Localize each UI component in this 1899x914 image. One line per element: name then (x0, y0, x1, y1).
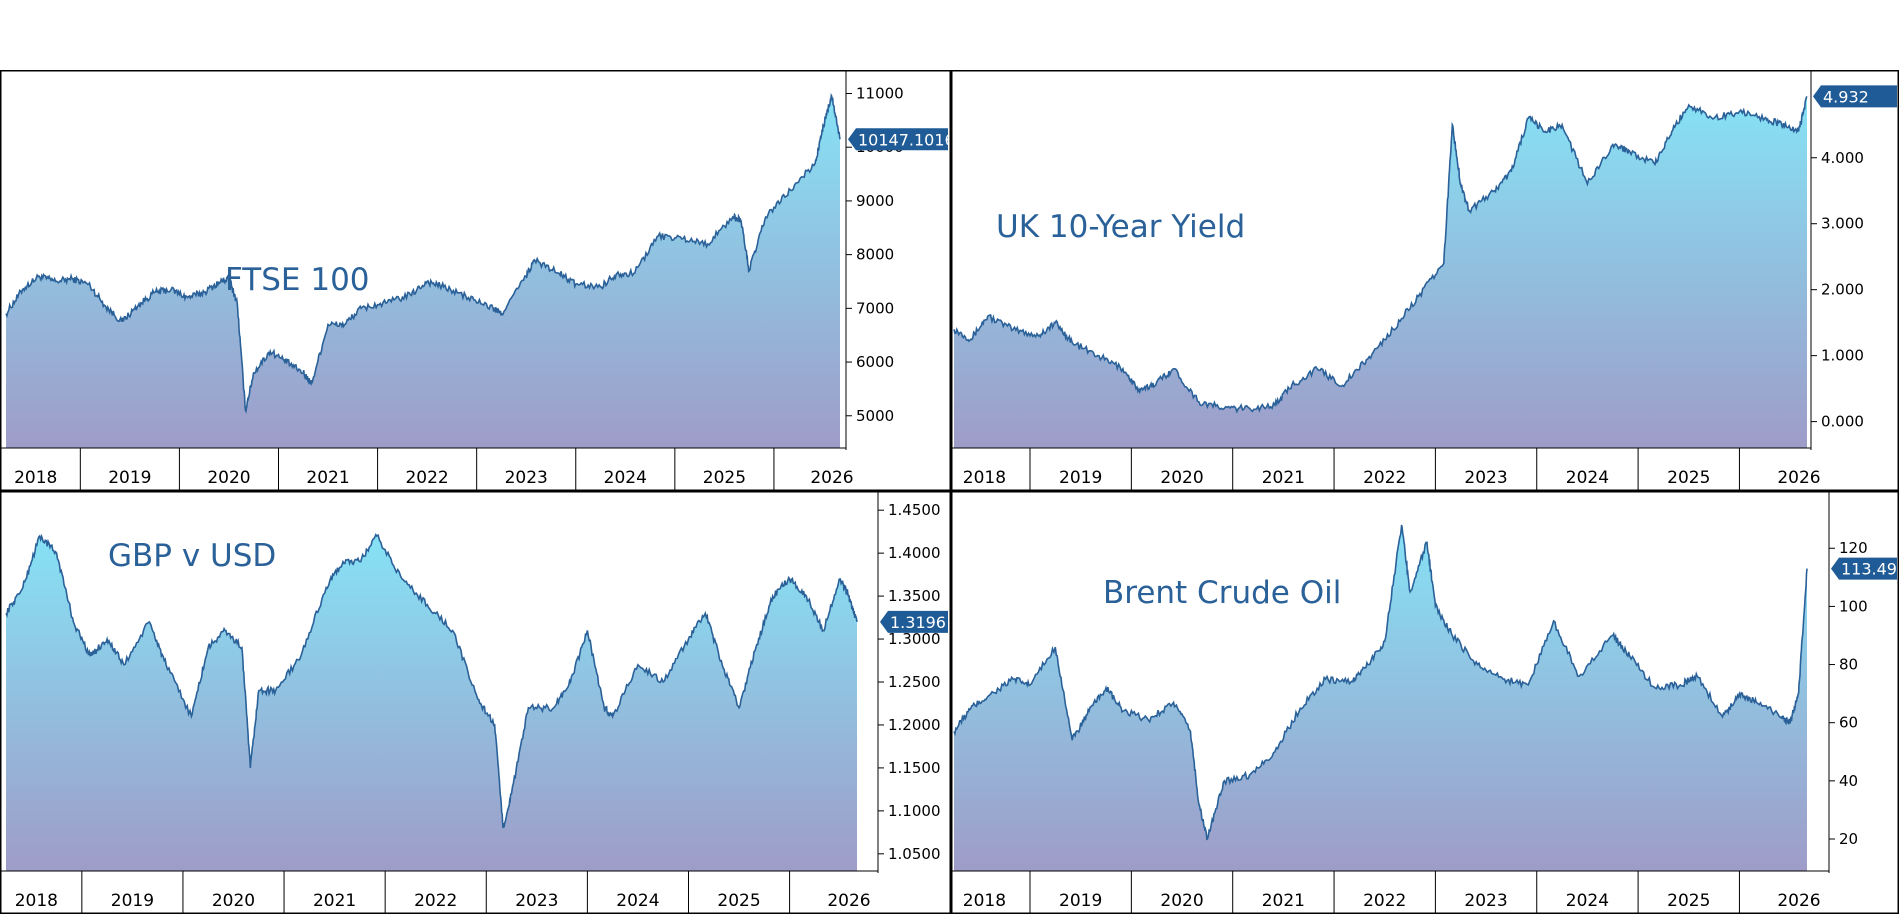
last-value-label: 113.49 (1841, 560, 1897, 579)
y-tick-label: 1.2500 (888, 673, 941, 691)
y-tick-label: 9000 (856, 192, 894, 210)
x-tick-label: 2023 (1464, 891, 1507, 911)
series-area (954, 96, 1807, 449)
y-tick-label: 1.4500 (888, 501, 941, 519)
x-tick-label: 2025 (1667, 891, 1710, 911)
y-tick-label: 1.1000 (888, 802, 941, 820)
y-tick-label: 120 (1839, 539, 1868, 557)
y-tick-label: 1.0500 (888, 845, 941, 863)
y-tick-label: 20 (1839, 830, 1858, 848)
y-tick-label: 8000 (856, 246, 894, 264)
x-tick-label: 2024 (604, 468, 647, 488)
chart-title: Brent Crude Oil (1103, 575, 1341, 611)
x-tick-label: 2021 (1262, 468, 1305, 488)
x-tick-label: 2020 (1160, 468, 1203, 488)
x-tick-label: 2021 (1262, 891, 1305, 911)
series-line (5, 533, 858, 829)
x-tick-label: 2025 (717, 891, 760, 911)
chart-svg: GBP v USD 1.0500 1.1000 1.1500 1.2000 1.2500 1… (0, 491, 951, 914)
series-line (5, 92, 841, 414)
y-tick-label: 1.4000 (888, 544, 941, 562)
x-tick-label: 2026 (827, 891, 870, 911)
x-tick-label: 2019 (108, 468, 151, 488)
y-tick-label: 0.000 (1821, 413, 1864, 431)
last-value-badge (1831, 557, 1897, 580)
x-tick-label: 2022 (1363, 891, 1406, 911)
x-tick-label: 2018 (14, 468, 57, 488)
y-tick-label: 100 (1839, 597, 1868, 615)
x-tick-label: 2024 (1566, 468, 1609, 488)
chart-svg: Brent Crude Oil 20 40 60 80 100 120 113.49 2018 2… (951, 491, 1899, 914)
x-tick-label: 2026 (1777, 891, 1820, 911)
last-value-label: 4.932 (1823, 87, 1869, 106)
x-tick-label: 2019 (1059, 468, 1102, 488)
chart-title: GBP v USD (108, 538, 276, 574)
chart-title: FTSE 100 (225, 262, 370, 298)
x-tick-label: 2023 (515, 891, 558, 911)
y-tick-label: 1.1500 (888, 759, 941, 777)
y-tick-label: 1.000 (1821, 347, 1864, 365)
series-area (6, 534, 857, 871)
x-tick-label: 2023 (505, 468, 548, 488)
y-tick-label: 6000 (856, 353, 894, 371)
x-tick-label: 2018 (963, 891, 1006, 911)
x-tick-label: 2019 (1059, 891, 1102, 911)
y-tick-label: 80 (1839, 656, 1858, 674)
chart-title: UK 10-Year Yield (996, 209, 1245, 245)
x-tick-label: 2022 (1363, 468, 1406, 488)
series-line (953, 95, 1808, 414)
x-tick-label: 2022 (414, 891, 457, 911)
y-tick-label: 2.000 (1821, 281, 1864, 299)
x-tick-label: 2025 (703, 468, 746, 488)
last-value-badge (848, 128, 948, 151)
x-tick-label: 2022 (405, 468, 448, 488)
panel-uk-10-year-yield: UK 10-Year Yield 0.000 1.000 2.000 3.000 4.00… (951, 70, 1899, 491)
x-tick-label: 2020 (1160, 891, 1203, 911)
panel-gbp-v-usd: GBP v USD 1.0500 1.1000 1.1500 1.2000 1.2500 1… (0, 491, 951, 914)
last-value-badge (880, 610, 948, 633)
y-tick-label: 11000 (856, 84, 904, 102)
x-tick-label: 2026 (1777, 468, 1820, 488)
x-tick-label: 2026 (810, 468, 853, 488)
x-tick-label: 2018 (15, 891, 58, 911)
y-tick-label: 5000 (856, 407, 894, 425)
x-tick-label: 2021 (306, 468, 349, 488)
y-tick-label: 7000 (856, 299, 894, 317)
y-tick-label: 40 (1839, 772, 1858, 790)
y-tick-label: 1.3500 (888, 587, 941, 605)
panel-brent-crude-oil: Brent Crude Oil 20 40 60 80 100 120 113.49 2018 2… (951, 491, 1899, 914)
series-area (954, 525, 1807, 871)
x-tick-label: 2021 (313, 891, 356, 911)
x-tick-label: 2020 (207, 468, 250, 488)
series-line (953, 524, 1808, 841)
x-tick-label: 2023 (1464, 468, 1507, 488)
last-value-label: 10147.1016 (858, 130, 951, 149)
x-tick-label: 2025 (1667, 468, 1710, 488)
chart-svg: UK 10-Year Yield 0.000 1.000 2.000 3.000 4.00… (951, 70, 1899, 491)
panel-ftse-100: FTSE 10050006000700080009000100001100010… (0, 70, 951, 491)
x-tick-label: 2024 (616, 891, 659, 911)
last-value-badge (1813, 85, 1897, 108)
chart-svg: FTSE 10050006000700080009000100001100010… (0, 70, 951, 491)
x-tick-label: 2019 (111, 891, 154, 911)
y-tick-label: 1.3000 (888, 630, 941, 648)
x-tick-label: 2018 (963, 468, 1006, 488)
y-tick-label: 4.000 (1821, 149, 1864, 167)
y-tick-label: 60 (1839, 714, 1858, 732)
x-tick-label: 2024 (1566, 891, 1609, 911)
y-tick-label: 3.000 (1821, 215, 1864, 233)
y-tick-label: 1.2000 (888, 716, 941, 734)
x-tick-label: 2020 (212, 891, 255, 911)
chart-grid: FTSE 10050006000700080009000100001100010… (0, 70, 1899, 914)
last-value-label: 1.3196 (890, 613, 946, 632)
series-area (6, 95, 840, 448)
